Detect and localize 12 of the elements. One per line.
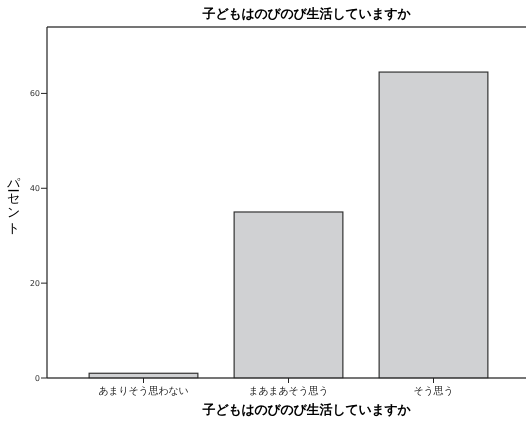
- y-axis-title: パーセント: [6, 168, 22, 234]
- y-tick-label: 0: [34, 374, 40, 383]
- x-tick-label: あまりそう思わない: [98, 386, 188, 397]
- x-axis-title: 子どもはのびのび生活していますか: [202, 403, 412, 418]
- bar: [234, 211, 344, 379]
- x-tick-label: そう思う: [414, 386, 454, 397]
- bar: [378, 71, 488, 379]
- y-tick-label: 40: [30, 184, 40, 194]
- y-tick-label: 20: [30, 278, 40, 288]
- y-tick-label: 60: [30, 89, 40, 98]
- chart-title: 子どもはのびのび生活していますか: [202, 7, 412, 22]
- x-tick-label: まあまあそう思う: [248, 386, 328, 397]
